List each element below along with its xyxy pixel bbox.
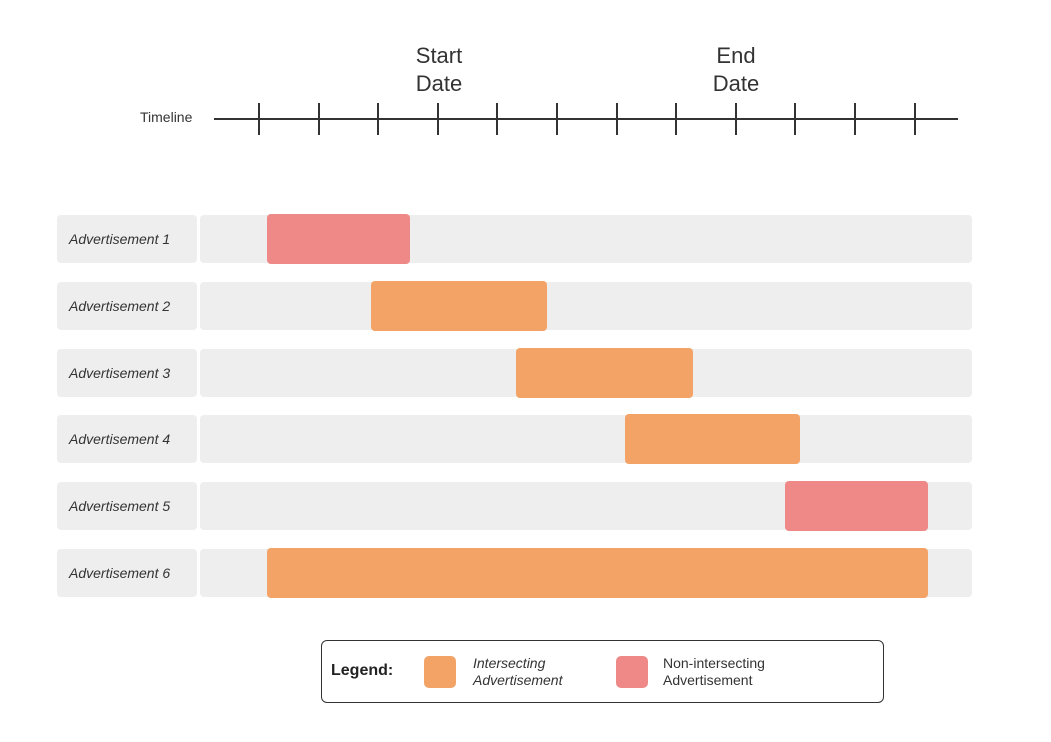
end-date-line2: Date <box>712 71 760 96</box>
timeline-tick <box>913 103 916 135</box>
legend-label-intersecting-line2: Advertisement <box>473 672 563 688</box>
timeline-tick <box>436 103 439 135</box>
row-label: Advertisement 4 <box>57 415 197 464</box>
legend-swatch-intersecting <box>424 656 456 688</box>
end-date-line1: End <box>716 43 756 68</box>
timeline-tick <box>734 103 737 135</box>
row-track <box>200 415 972 464</box>
advertisement-bar-non-intersecting <box>785 481 929 532</box>
timeline-tick <box>615 103 618 135</box>
row-label: Advertisement 3 <box>57 348 197 397</box>
start-date-line2: Date <box>415 71 463 96</box>
legend-label-non-intersecting: Non-intersecting Advertisement <box>663 655 803 689</box>
advertisement-bar-intersecting <box>516 347 694 398</box>
timeline-tick <box>794 103 797 135</box>
end-date-marker: End Date <box>686 42 786 98</box>
timeline-tick <box>258 103 260 135</box>
timeline-tick <box>496 103 499 135</box>
timeline-tick <box>317 103 320 135</box>
row-track <box>200 281 972 330</box>
legend-label-intersecting: Intersecting Advertisement <box>473 655 613 689</box>
legend-title: Legend: <box>331 662 394 679</box>
advertisement-bar-intersecting <box>624 414 801 465</box>
timeline-axis <box>214 118 958 120</box>
advertisement-bar-intersecting <box>371 280 548 331</box>
start-date-line1: Start <box>415 43 463 68</box>
timeline-tick <box>377 103 380 135</box>
legend-label-intersecting-line1: Intersecting <box>473 655 546 671</box>
advertisement-bar-non-intersecting <box>266 214 410 264</box>
legend-label-non-intersecting-line1: Non-intersecting <box>663 655 765 671</box>
start-date-marker: Start Date <box>389 42 489 98</box>
timeline-label: Timeline <box>140 109 193 125</box>
legend: Legend: Intersecting Advertisement Non-i… <box>321 640 884 703</box>
advertisement-bar-intersecting <box>266 548 929 598</box>
row-label: Advertisement 2 <box>57 281 197 330</box>
row-label: Advertisement 6 <box>57 549 197 597</box>
timeline-tick <box>854 103 856 135</box>
row-label: Advertisement 1 <box>57 215 197 263</box>
timeline-tick <box>556 103 558 135</box>
timeline-tick <box>675 103 678 135</box>
legend-label-non-intersecting-line2: Advertisement <box>663 672 753 688</box>
legend-swatch-non-intersecting <box>616 656 648 688</box>
row-label: Advertisement 5 <box>57 482 197 531</box>
